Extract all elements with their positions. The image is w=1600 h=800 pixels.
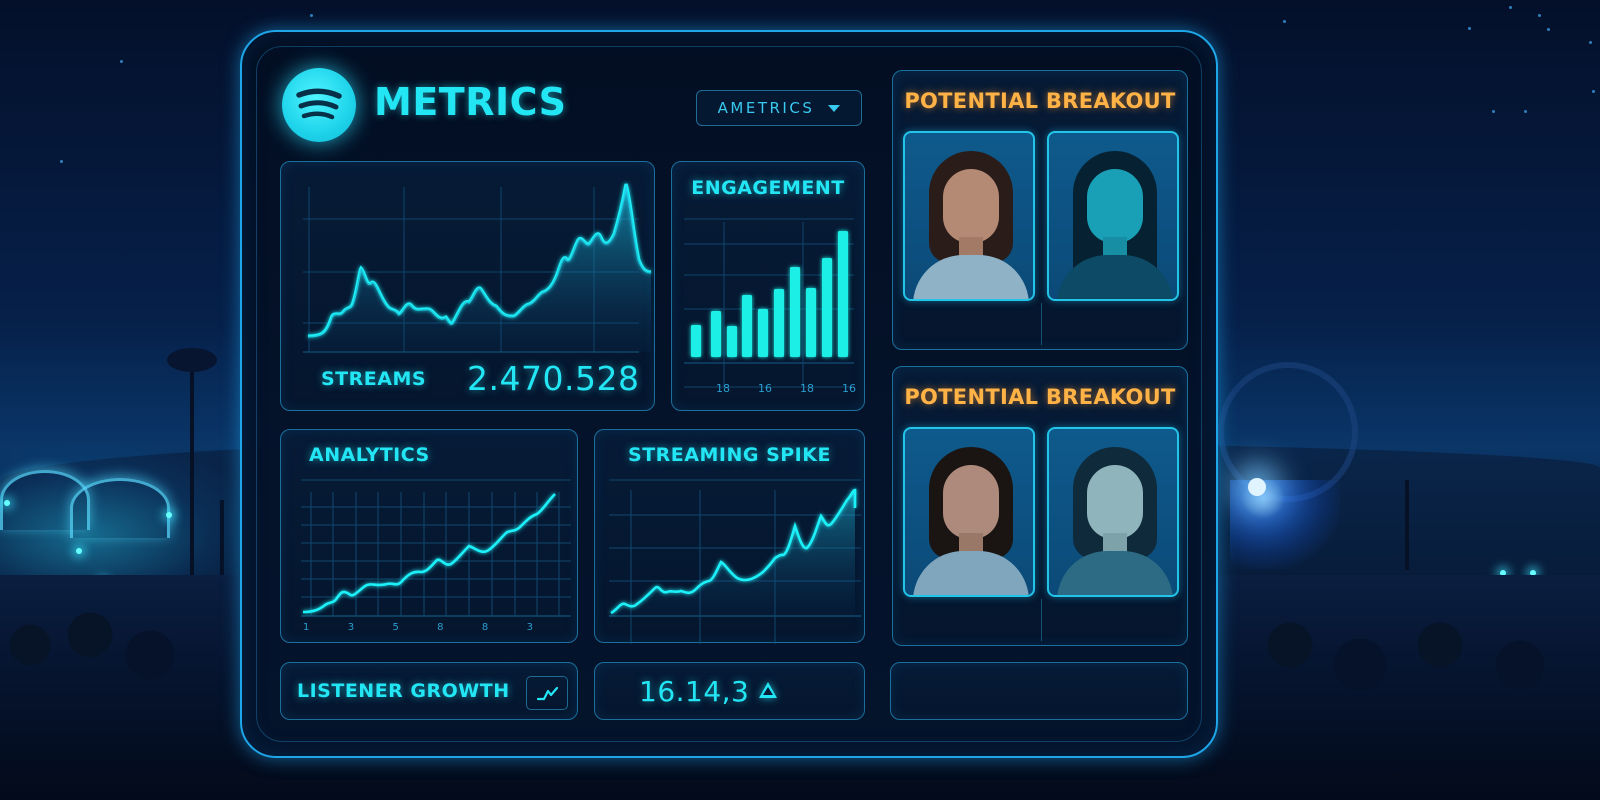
listener-growth-panel: LISTENER GROWTH xyxy=(280,662,578,720)
app-title: METRICS xyxy=(374,80,567,124)
streaming-spike-chart xyxy=(609,479,861,644)
trend-line-icon xyxy=(536,686,559,701)
streams-value: 2.470.528 xyxy=(467,359,640,398)
breakout-title: POTENTIAL BREAKOUT xyxy=(904,89,1176,113)
x-tick: 3 xyxy=(347,622,355,633)
delta-up-icon xyxy=(759,682,777,698)
dropdown-selected-value: AMETRICS xyxy=(717,99,815,117)
streams-label: STREAMS xyxy=(321,368,427,390)
x-tick: 18 xyxy=(716,382,730,395)
analytics-x-axis: 1 3 5 8 8 3 xyxy=(303,622,533,633)
artist-portrait-1[interactable] xyxy=(903,131,1035,301)
analytics-title: ANALYTICS xyxy=(309,444,430,466)
streaming-logo-icon[interactable] xyxy=(282,68,356,142)
growth-number-value: 16.14,3 xyxy=(639,675,750,708)
x-tick: 18 xyxy=(800,382,814,395)
artist-portrait-2[interactable] xyxy=(1047,131,1179,301)
analytics-panel: ANALYTICS 1 3 5 8 8 3 xyxy=(280,429,578,643)
potential-breakout-panel-1: POTENTIAL BREAKOUT xyxy=(892,70,1188,350)
listener-growth-label: LISTENER GROWTH xyxy=(297,680,510,702)
x-tick: 1 xyxy=(303,622,310,633)
x-tick: 5 xyxy=(392,622,399,633)
artist-portrait-3[interactable] xyxy=(903,427,1035,597)
x-tick: 3 xyxy=(526,622,533,633)
analytics-line-chart xyxy=(301,479,571,617)
streaming-spike-panel: STREAMING SPIKE xyxy=(594,429,865,644)
breakout-title: POTENTIAL BREAKOUT xyxy=(904,385,1176,409)
streams-panel: STREAMS 2.470.528 xyxy=(280,161,655,411)
streaming-spike-title: STREAMING SPIKE xyxy=(628,444,831,466)
artist-portrait-4[interactable] xyxy=(1047,427,1179,597)
engagement-x-axis: 18 16 18 16 xyxy=(716,382,856,395)
engagement-panel: ENGAGEMENT 18 16 18 xyxy=(671,161,865,411)
x-tick: 8 xyxy=(437,622,444,633)
x-tick: 16 xyxy=(758,382,772,395)
streams-area-chart xyxy=(303,183,652,353)
metrics-dropdown[interactable]: AMETRICS xyxy=(696,90,862,126)
caret-down-icon xyxy=(828,104,841,112)
x-tick: 8 xyxy=(481,622,489,633)
growth-number-panel: 16.14,3 xyxy=(594,662,865,720)
dashboard-frame: METRICS AMETRICS STREAMS 2.470.528 xyxy=(240,30,1218,758)
engagement-title: ENGAGEMENT xyxy=(691,177,845,199)
empty-panel xyxy=(890,662,1188,720)
potential-breakout-panel-2: POTENTIAL BREAKOUT xyxy=(892,366,1188,646)
engagement-bar-chart xyxy=(684,218,854,388)
trend-line-button[interactable] xyxy=(526,676,568,710)
x-tick: 16 xyxy=(842,382,856,395)
